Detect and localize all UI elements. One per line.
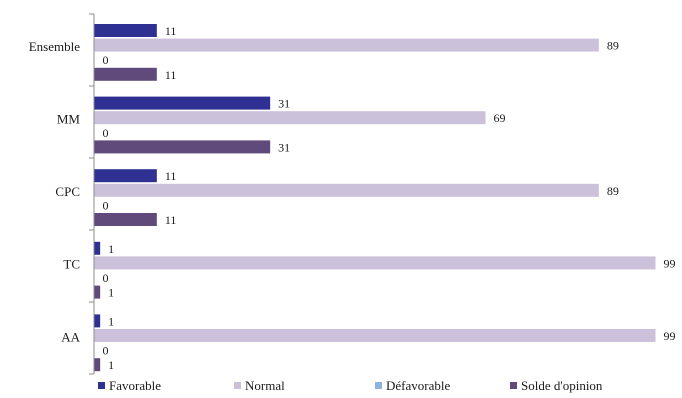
legend-entry: Favorable xyxy=(109,378,161,393)
bar xyxy=(94,285,101,299)
data-label: 99 xyxy=(664,256,676,270)
labels-layer: Ensemble1189011MM3169031CPC1189011TC1990… xyxy=(29,24,676,372)
bar xyxy=(94,96,271,110)
bar xyxy=(94,256,656,270)
axis-layer xyxy=(89,13,95,375)
data-label: 31 xyxy=(278,97,290,111)
data-label: 0 xyxy=(103,126,109,140)
data-label: 1 xyxy=(108,242,114,256)
bar xyxy=(94,183,599,197)
data-label: 89 xyxy=(607,39,619,53)
bar xyxy=(94,38,599,52)
data-label: 1 xyxy=(108,286,114,300)
data-label: 11 xyxy=(165,213,177,227)
category-label: Ensemble xyxy=(29,39,80,54)
category-label: MM xyxy=(57,112,81,127)
bars-layer xyxy=(94,24,656,372)
data-label: 11 xyxy=(165,24,177,38)
legend-entry: Défavorable xyxy=(386,378,450,393)
legend-entry: Normal xyxy=(245,378,285,393)
bar xyxy=(94,111,486,125)
data-label: 99 xyxy=(664,329,676,343)
data-label: 31 xyxy=(278,140,290,154)
legend: Favorable Normal Défavorable Solde d'opinio… xyxy=(98,378,603,393)
bar xyxy=(94,24,157,37)
data-label: 0 xyxy=(103,344,109,358)
bar xyxy=(94,140,271,154)
bar xyxy=(94,329,656,342)
bar xyxy=(94,314,101,328)
category-label: AA xyxy=(61,329,80,344)
legend-swatch xyxy=(510,382,517,389)
category-label: CPC xyxy=(55,184,80,199)
data-label: 11 xyxy=(165,68,177,82)
legend-swatch xyxy=(375,382,382,389)
data-label: 1 xyxy=(108,314,114,328)
bar xyxy=(94,241,101,255)
bar xyxy=(94,169,157,183)
data-label: 0 xyxy=(103,198,109,212)
legend-swatch xyxy=(98,382,105,389)
legend-swatch xyxy=(234,382,241,389)
bar xyxy=(94,67,157,81)
bar xyxy=(94,213,157,226)
data-label: 11 xyxy=(165,169,177,183)
category-label: TC xyxy=(63,257,80,272)
legend-entry: Solde d'opinion xyxy=(521,378,603,393)
data-label: 69 xyxy=(494,111,506,125)
bar xyxy=(94,358,101,372)
data-label: 0 xyxy=(103,53,109,67)
data-label: 0 xyxy=(103,271,109,285)
data-label: 1 xyxy=(108,358,114,372)
data-label: 89 xyxy=(607,184,619,198)
